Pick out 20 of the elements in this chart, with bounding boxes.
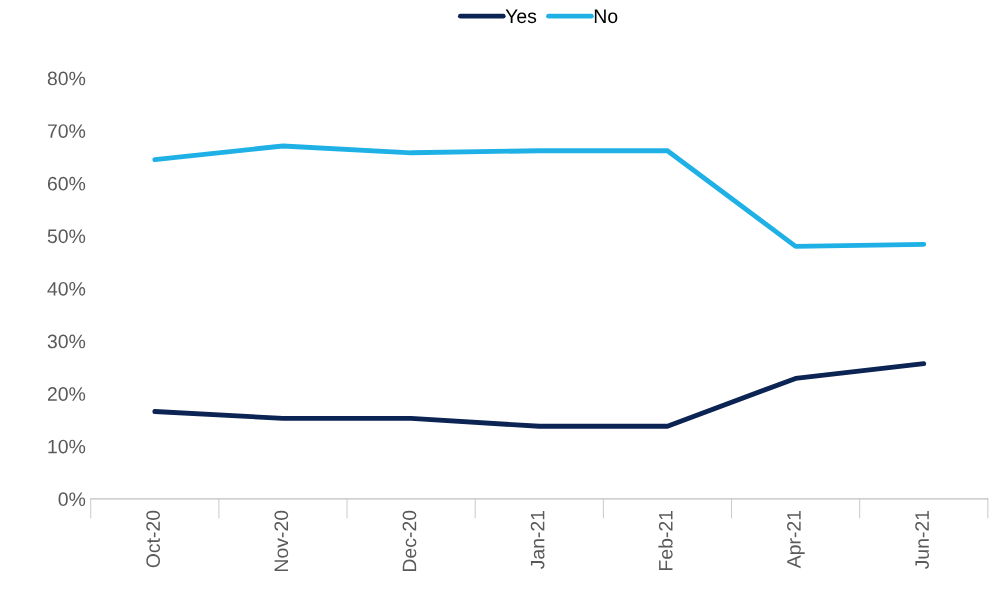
x-tick-label: Jan-21 xyxy=(530,510,545,570)
y-tick-label: 70% xyxy=(47,124,86,138)
x-tick-label: Nov-20 xyxy=(274,510,289,572)
x-tick-label: Apr-21 xyxy=(787,510,805,569)
y-tick-label: 10% xyxy=(48,439,86,454)
x-tick-label: Oct-20 xyxy=(146,510,161,568)
y-tick-label: 0% xyxy=(58,492,86,507)
x-tick-label: Jun-21 xyxy=(915,510,929,570)
x-tick-label: Dec-20 xyxy=(402,510,417,572)
y-tick-label: 30% xyxy=(47,334,86,349)
y-tick-label: 60% xyxy=(47,176,86,191)
line-series xyxy=(152,143,927,249)
y-tick-label: 80% xyxy=(47,71,86,86)
line-series xyxy=(152,361,927,429)
y-tick-label: 50% xyxy=(47,229,86,244)
x-tick-label: Feb-21 xyxy=(658,510,673,570)
legend-label: No xyxy=(594,9,618,24)
legend-label: Yes xyxy=(505,9,537,24)
y-tick-label: 20% xyxy=(47,387,86,401)
y-tick-label: 40% xyxy=(47,281,86,296)
